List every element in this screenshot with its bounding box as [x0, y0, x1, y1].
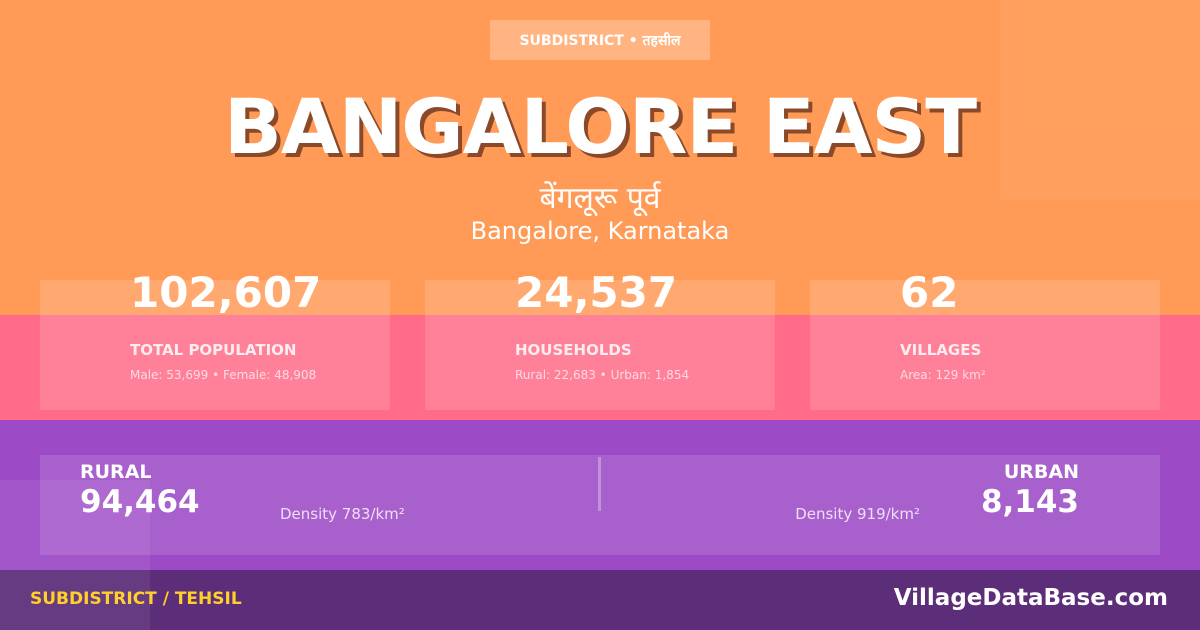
decor-square [0, 480, 150, 630]
stat-card-households: 24,537 HOUSEHOLDS Rural: 22,683 • Urban:… [425, 268, 775, 410]
header-band [0, 0, 1200, 315]
stat-card-villages: 62 VILLAGES Area: 129 km² [810, 268, 1160, 410]
split-band [0, 420, 1200, 570]
page-title: BANGALORE EAST [223, 82, 977, 171]
stat-sub: Rural: 22,683 • Urban: 1,854 [515, 368, 690, 382]
urban-density: Density 919/km² [795, 505, 920, 523]
rural-value: 94,464 [80, 484, 200, 520]
rural-density: Density 783/km² [280, 505, 405, 523]
rural-label: RURAL [80, 461, 152, 483]
stat-sub: Area: 129 km² [900, 368, 986, 382]
decor-square [1000, 0, 1200, 200]
stat-value: 102,607 [130, 268, 322, 317]
footer-band [0, 570, 1200, 630]
divider [598, 457, 601, 511]
location: Bangalore, Karnataka [470, 217, 730, 245]
footer-category: SUBDISTRICT / TEHSIL [30, 589, 242, 609]
stats-band [0, 315, 1200, 420]
stat-sub: Male: 53,699 • Female: 48,908 [130, 368, 317, 382]
stat-value: 62 [900, 268, 959, 317]
stat-value: 24,537 [515, 268, 678, 317]
urban-value: 8,143 [980, 484, 1079, 520]
stat-card-population: 102,607 TOTAL POPULATION Male: 53,699 • … [40, 268, 390, 410]
stat-label: HOUSEHOLDS [515, 341, 632, 359]
rural-urban-card: RURAL 94,464 Density 783/km² URBAN 8,143… [40, 455, 1160, 555]
type-badge: SUBDISTRICT • तहसील [490, 20, 710, 60]
stat-label: VILLAGES [900, 341, 982, 359]
title-hindi: बेंगलूरू पूर्व [539, 181, 661, 216]
brand-link[interactable]: VillageDataBase.com [893, 585, 1168, 611]
urban-label: URBAN [1003, 461, 1079, 483]
stat-label: TOTAL POPULATION [130, 341, 297, 359]
